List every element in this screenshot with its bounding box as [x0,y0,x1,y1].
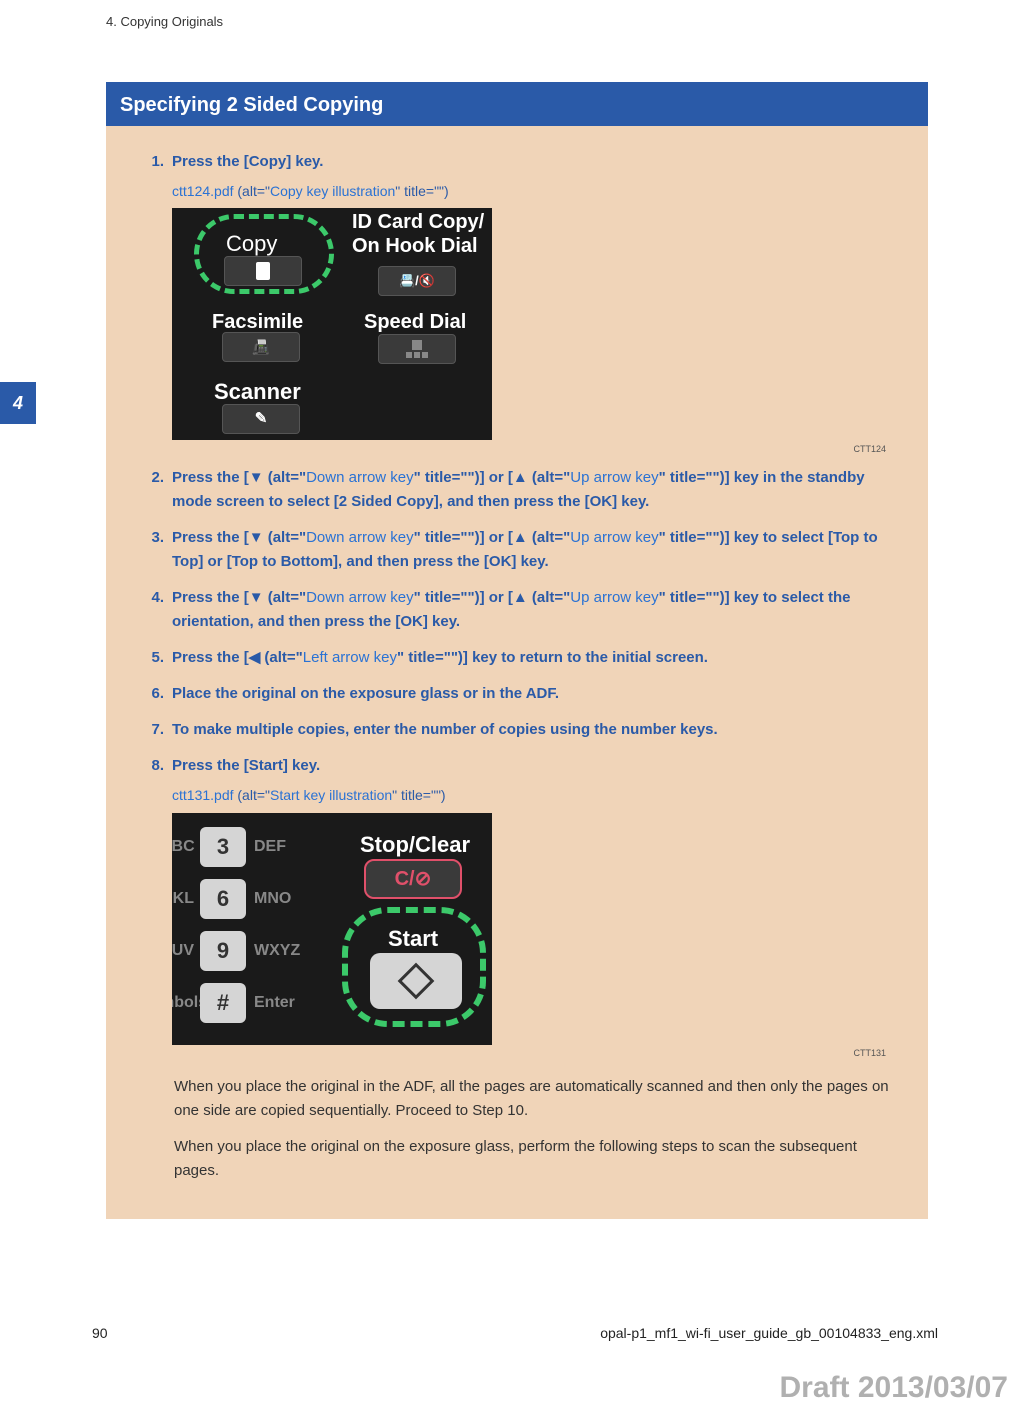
t: Press the [▼ (alt=" [172,589,306,606]
copy-button-icon [224,256,302,286]
key-def: DEF [246,834,294,860]
step-2: 2. Press the [▼ (alt="Down arrow key" ti… [144,466,890,514]
step-body: Press the [Start] key. ctt131.pdf (alt="… [172,754,890,1044]
keypad: ABC3DEF JKL6MNO TUV9WXYZ mbols#Enter [172,827,326,1023]
step-6: 6. Place the original on the exposure gl… [144,682,890,706]
down-arrow-link: Down arrow key [306,529,414,546]
t: " title="")] or [▲ (alt=" [414,469,571,486]
step-text: Press the [Start] key. [172,757,320,774]
step-body: Place the original on the exposure glass… [172,682,890,706]
pdf-link[interactable]: ctt124.pdf [172,183,234,199]
stop-clear-button-icon: C/⊘ [364,859,462,899]
start-key-illustration: ABC3DEF JKL6MNO TUV9WXYZ mbols#Enter Sto… [172,813,492,1045]
step-5: 5. Press the [◀ (alt="Left arrow key" ti… [144,646,890,670]
copy-key-illustration: Copy Facsimile 📠 Scanner ✎ ID Card Copy/… [172,208,492,440]
illustration-1-wrap: Copy Facsimile 📠 Scanner ✎ ID Card Copy/… [172,208,890,440]
step-num: 1. [144,150,172,440]
alt-link: Start key illustration [270,787,392,803]
key-abc: ABC [172,834,200,860]
step-body: To make multiple copies, enter the numbe… [172,718,890,742]
step-body: Press the [▼ (alt="Down arrow key" title… [172,526,890,574]
section-title: Specifying 2 Sided Copying [106,85,928,126]
key-3: 3 [200,827,246,867]
keypad-row: mbols#Enter [172,983,326,1023]
post-p2: When you place the original on the expos… [174,1135,890,1183]
step-body: Press the [▼ (alt="Down arrow key" title… [172,466,890,514]
page-header: 4. Copying Originals [106,14,223,29]
step-4: 4. Press the [▼ (alt="Down arrow key" ti… [144,586,890,634]
steps-list: 1. Press the [Copy] key. ctt124.pdf (alt… [106,126,928,1045]
idcard-button-icon: 📇/🔇 [378,266,456,296]
key-jkl: JKL [172,886,200,912]
step-1: 1. Press the [Copy] key. ctt124.pdf (alt… [144,150,890,440]
ref-text: (alt=" [234,787,270,803]
facsimile-button-icon: 📠 [222,332,300,362]
step-num: 3. [144,526,172,574]
ref-tail: " title="") [392,787,445,803]
post-p1: When you place the original in the ADF, … [174,1075,890,1123]
key-mno: MNO [246,886,294,912]
step-num: 7. [144,718,172,742]
content-box: Specifying 2 Sided Copying 1. Press the … [106,82,928,1219]
key-6: 6 [200,879,246,919]
post-step-text: When you place the original in the ADF, … [174,1075,890,1183]
up-arrow-link: Up arrow key [570,589,658,606]
step-num: 5. [144,646,172,670]
step-8: 8. Press the [Start] key. ctt131.pdf (al… [144,754,890,1044]
illustration-2-wrap: ABC3DEF JKL6MNO TUV9WXYZ mbols#Enter Sto… [172,813,890,1045]
pdf-link[interactable]: ctt131.pdf [172,787,234,803]
speeddial-button-icon [378,334,456,364]
key-9: 9 [200,931,246,971]
step-num: 4. [144,586,172,634]
footer-filename: opal-p1_mf1_wi-fi_user_guide_gb_00104833… [600,1325,938,1341]
ref-text: (alt=" [234,183,270,199]
step-text: Press the [Copy] key. [172,153,323,170]
ref-tail: " title="") [395,183,448,199]
t: Press the [▼ (alt=" [172,529,306,546]
keypad-row: ABC3DEF [172,827,326,867]
t: Press the [◀ (alt=" [172,649,303,666]
key-enter: Enter [246,990,294,1016]
scanner-button-icon: ✎ [222,404,300,434]
t: " title="")] or [▲ (alt=" [414,589,571,606]
step-num: 2. [144,466,172,514]
illustration-ref: ctt131.pdf (alt="Start key illustration"… [172,784,890,806]
up-arrow-link: Up arrow key [570,529,658,546]
down-arrow-link: Down arrow key [306,589,414,606]
key-hash: # [200,983,246,1023]
step-body: Press the [Copy] key. ctt124.pdf (alt="C… [172,150,890,440]
down-arrow-link: Down arrow key [306,469,414,486]
t: " title="")] or [▲ (alt=" [414,529,571,546]
key-tuv: TUV [172,938,200,964]
page-number: 90 [92,1325,108,1341]
key-symbols: mbols [172,990,200,1016]
start-label: Start [388,921,438,956]
draft-stamp: Draft 2013/03/07 [780,1371,1009,1405]
keypad-row: JKL6MNO [172,879,326,919]
t: Press the [▼ (alt=" [172,469,306,486]
step-num: 8. [144,754,172,1044]
left-arrow-link: Left arrow key [303,649,397,666]
alt-link: Copy key illustration [270,183,395,199]
step-7: 7. To make multiple copies, enter the nu… [144,718,890,742]
up-arrow-link: Up arrow key [570,469,658,486]
illustration-ref: ctt124.pdf (alt="Copy key illustration" … [172,180,890,202]
start-button-icon [370,953,462,1009]
illus-code: CTT124 [853,442,886,456]
t: " title="")] key to return to the initia… [397,649,708,666]
step-body: Press the [◀ (alt="Left arrow key" title… [172,646,890,670]
illus-code: CTT131 [853,1046,886,1060]
key-wxyz: WXYZ [246,938,294,964]
idcard-label: ID Card Copy/ On Hook Dial [352,210,484,258]
step-3: 3. Press the [▼ (alt="Down arrow key" ti… [144,526,890,574]
step-body: Press the [▼ (alt="Down arrow key" title… [172,586,890,634]
chapter-tab: 4 [0,382,36,424]
keypad-row: TUV9WXYZ [172,931,326,971]
step-num: 6. [144,682,172,706]
stop-clear-label: Stop/Clear [360,827,470,862]
